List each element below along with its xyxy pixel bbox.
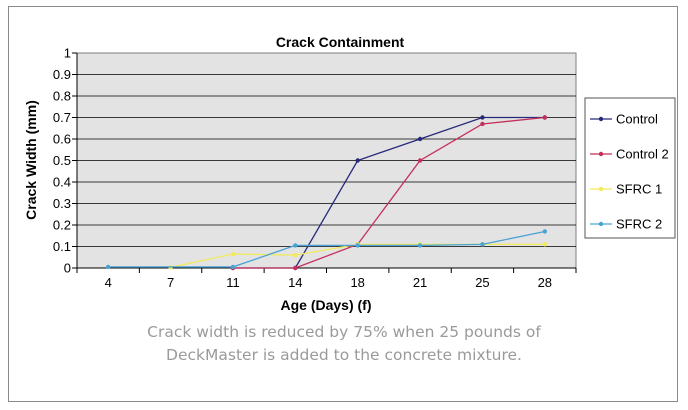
x-tick-label: 11	[226, 275, 240, 290]
data-point-sfrc-2	[480, 242, 485, 247]
y-tick-label: 0.4	[53, 175, 71, 190]
legend-label: Control 2	[616, 147, 669, 162]
data-point-sfrc-2	[105, 264, 111, 270]
data-point-sfrc-2	[542, 229, 548, 234]
y-tick-label: 0.2	[53, 218, 71, 233]
data-point-sfrc-2	[293, 243, 298, 248]
legend-item-sfrc-2: SFRC 2	[590, 217, 662, 232]
data-point-control	[355, 158, 360, 163]
y-tick-label: 0.7	[53, 110, 71, 125]
x-tick-label: 25	[475, 275, 489, 290]
series-lines	[105, 115, 548, 271]
data-point-control-2	[417, 158, 423, 163]
x-tick-label: 14	[288, 275, 302, 290]
data-point-sfrc-2	[417, 243, 423, 248]
y-tick-label: 0.5	[53, 153, 71, 168]
legend-swatch-marker	[598, 116, 604, 122]
axes: 00.10.20.30.40.50.60.70.80.914 7 11 14 18 21 2…	[53, 46, 577, 290]
data-point-control-2	[542, 115, 548, 120]
data-point-sfrc-2	[230, 264, 236, 270]
y-tick-label: 0.3	[53, 196, 71, 211]
caption-line-1: Crack width is reduced by 75% when 25 po…	[147, 323, 541, 341]
y-tick-label: 0.1	[53, 239, 71, 254]
data-point-control	[480, 115, 485, 120]
x-tick-label: 18	[350, 275, 364, 290]
y-tick-label: 0.9	[53, 67, 71, 82]
data-point-control-2	[293, 265, 298, 271]
chart-title: Crack Containment	[276, 34, 405, 50]
data-point-sfrc-1	[230, 251, 236, 257]
legend-entries: Control Control 2 SFRC 1 SFRC 2	[590, 112, 669, 232]
x-axis-label: Age (Days) (f)	[280, 297, 371, 313]
legend-box	[584, 97, 676, 239]
legend-swatch-marker	[598, 221, 604, 227]
y-tick-label: 0	[64, 261, 71, 276]
data-point-control-2	[480, 121, 485, 127]
x-tick-label: 4	[105, 275, 112, 290]
gridlines	[77, 74, 576, 247]
legend: Control Control 2 SFRC 1 SFRC 2	[584, 97, 676, 239]
chart-caption: Crack width is reduced by 75% when 25 po…	[0, 321, 688, 367]
y-axis-label: Crack Width (mm)	[23, 100, 39, 220]
y-tick-label: 0.8	[53, 89, 71, 104]
legend-swatch-marker	[598, 151, 604, 157]
y-tick-label: 0.6	[53, 132, 71, 147]
legend-item-control: Control	[590, 112, 658, 127]
x-tick-label: 28	[538, 275, 552, 290]
legend-item-control-2: Control 2	[590, 147, 669, 162]
series-line-control-2	[232, 116, 545, 269]
legend-label: SFRC 2	[616, 217, 662, 232]
caption-line-2: DeckMaster is added to the concrete mixt…	[166, 346, 522, 364]
y-tick-label: 1	[64, 46, 71, 61]
legend-swatch-marker	[598, 186, 604, 192]
legend-label: Control	[616, 112, 658, 127]
x-tick-label: 21	[413, 275, 427, 290]
data-point-control	[417, 136, 423, 142]
legend-item-sfrc-1: SFRC 1	[590, 182, 662, 197]
x-tick-label: 7	[167, 275, 174, 290]
data-point-sfrc-1	[293, 252, 298, 258]
series-sfrc-2	[105, 229, 548, 270]
data-point-sfrc-1	[542, 242, 548, 247]
data-point-sfrc-2	[355, 243, 360, 248]
legend-label: SFRC 1	[616, 182, 662, 197]
